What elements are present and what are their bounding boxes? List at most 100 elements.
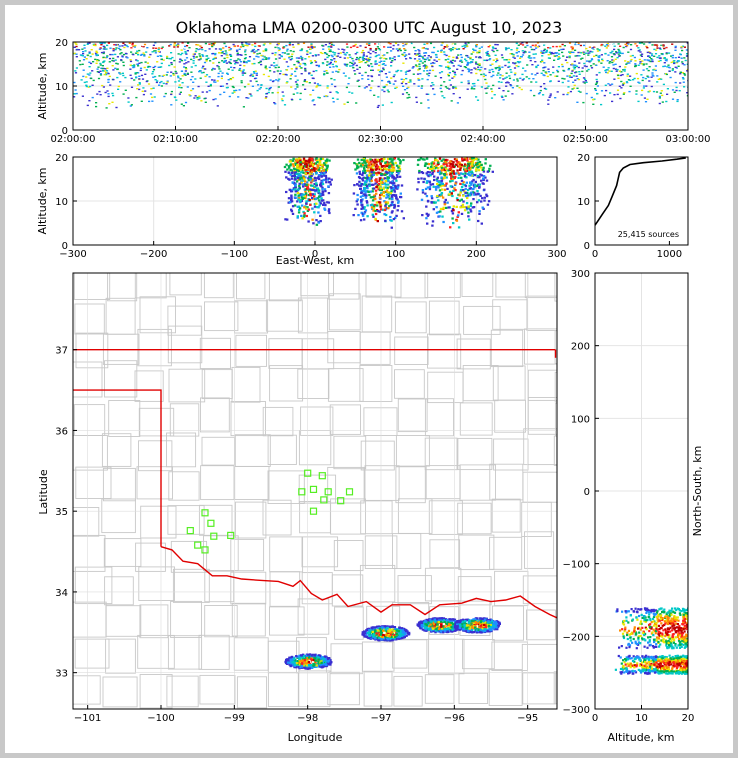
time-height-source (480, 73, 483, 76)
altitude-histogram-x-tick-label: 1000 (657, 249, 682, 260)
ew-altitude-source (365, 164, 368, 167)
county-outline (201, 436, 236, 466)
time-height-source (461, 45, 464, 48)
time-height-source (596, 50, 599, 52)
time-height-source (574, 79, 577, 81)
time-height-source (75, 53, 78, 55)
time-height-source (595, 74, 598, 76)
ew-altitude-source (379, 182, 382, 185)
time-height-source (345, 52, 349, 54)
time-height-source (491, 46, 495, 48)
county-outline (136, 466, 173, 500)
time-height-source (282, 73, 285, 76)
ew-altitude-source (318, 174, 321, 177)
time-height-x-tick-label: 02:10:00 (153, 134, 198, 145)
ew-altitude-source (464, 187, 467, 190)
time-height-source (418, 63, 421, 65)
time-height-source (612, 44, 616, 46)
time-height-source (558, 57, 561, 59)
time-height-source (254, 45, 257, 48)
time-height-source (228, 95, 231, 98)
time-height-source (464, 46, 467, 48)
time-height-source (202, 71, 205, 74)
plan-view-source (320, 663, 324, 666)
time-height-source (104, 91, 107, 94)
time-height-source (294, 75, 297, 77)
time-height-source (201, 67, 204, 69)
ew-altitude-source (397, 204, 400, 208)
time-height-source (501, 66, 504, 68)
time-height-source (324, 52, 327, 54)
ew-altitude-source (292, 187, 296, 190)
ew-altitude-source (454, 189, 457, 192)
time-height-source (536, 46, 540, 48)
time-height-source (258, 52, 261, 55)
time-height-source (371, 80, 374, 82)
time-height-source (579, 44, 582, 47)
time-height-source (92, 43, 95, 46)
time-height-source (98, 48, 101, 50)
time-height-source (223, 53, 226, 55)
time-height-source (686, 42, 688, 44)
time-height-source (243, 65, 246, 67)
ew-altitude-source (457, 214, 460, 217)
ew-altitude-source (310, 184, 313, 187)
ew-altitude-source (318, 195, 321, 198)
time-height-source (435, 56, 438, 58)
ew-altitude-source (475, 167, 478, 170)
time-height-source (397, 55, 401, 57)
ew-altitude-source (302, 165, 305, 168)
ew-altitude-source (298, 207, 302, 210)
time-height-source (347, 83, 350, 85)
time-height-source (477, 68, 480, 71)
time-height-source (173, 42, 176, 44)
time-height-source (154, 52, 157, 54)
time-height-source (377, 54, 380, 56)
time-height-source (541, 52, 544, 54)
time-height-source (434, 75, 437, 77)
time-height-source (454, 74, 457, 76)
time-height-source (644, 77, 647, 80)
ew-altitude-source (320, 167, 323, 170)
time-height-source (432, 84, 435, 86)
ew-altitude-source (383, 213, 386, 216)
time-height-source (638, 58, 641, 61)
ew-altitude-source (318, 158, 321, 161)
time-height-source (133, 79, 136, 81)
time-height-source (500, 54, 504, 56)
ew-altitude-source (476, 174, 480, 178)
time-height-source (134, 44, 137, 47)
time-height-source (105, 48, 108, 50)
county-outline (134, 370, 164, 402)
time-height-source (162, 82, 165, 85)
time-height-source (109, 53, 112, 56)
ew-altitude-source (392, 182, 396, 185)
time-height-source (366, 59, 369, 61)
time-height-source (683, 64, 686, 66)
county-outline (330, 643, 363, 675)
plan-view-source (293, 664, 297, 667)
time-height-source (681, 45, 685, 47)
plan-view-source (310, 666, 314, 669)
ew-altitude-source (399, 162, 402, 165)
ew-altitude-source (369, 168, 373, 171)
ew-altitude-source (309, 188, 312, 191)
time-height-source (605, 47, 608, 49)
ew-altitude-source (363, 207, 366, 210)
time-height-source (237, 58, 240, 60)
ew-altitude-source (440, 170, 443, 173)
time-height-source (112, 57, 115, 60)
time-height-source (119, 81, 122, 83)
ew-altitude-source (385, 168, 388, 171)
time-height-source (240, 54, 243, 56)
time-height-source (640, 55, 643, 57)
time-height-source (116, 63, 119, 65)
ew-altitude-source (283, 165, 287, 169)
plan-view-source (307, 660, 311, 664)
time-height-source (517, 65, 520, 68)
ew-altitude-source (477, 199, 481, 202)
ew-altitude-source (380, 160, 383, 163)
time-height-source (160, 80, 163, 83)
time-height-source (185, 68, 188, 70)
time-height-source (179, 53, 182, 56)
